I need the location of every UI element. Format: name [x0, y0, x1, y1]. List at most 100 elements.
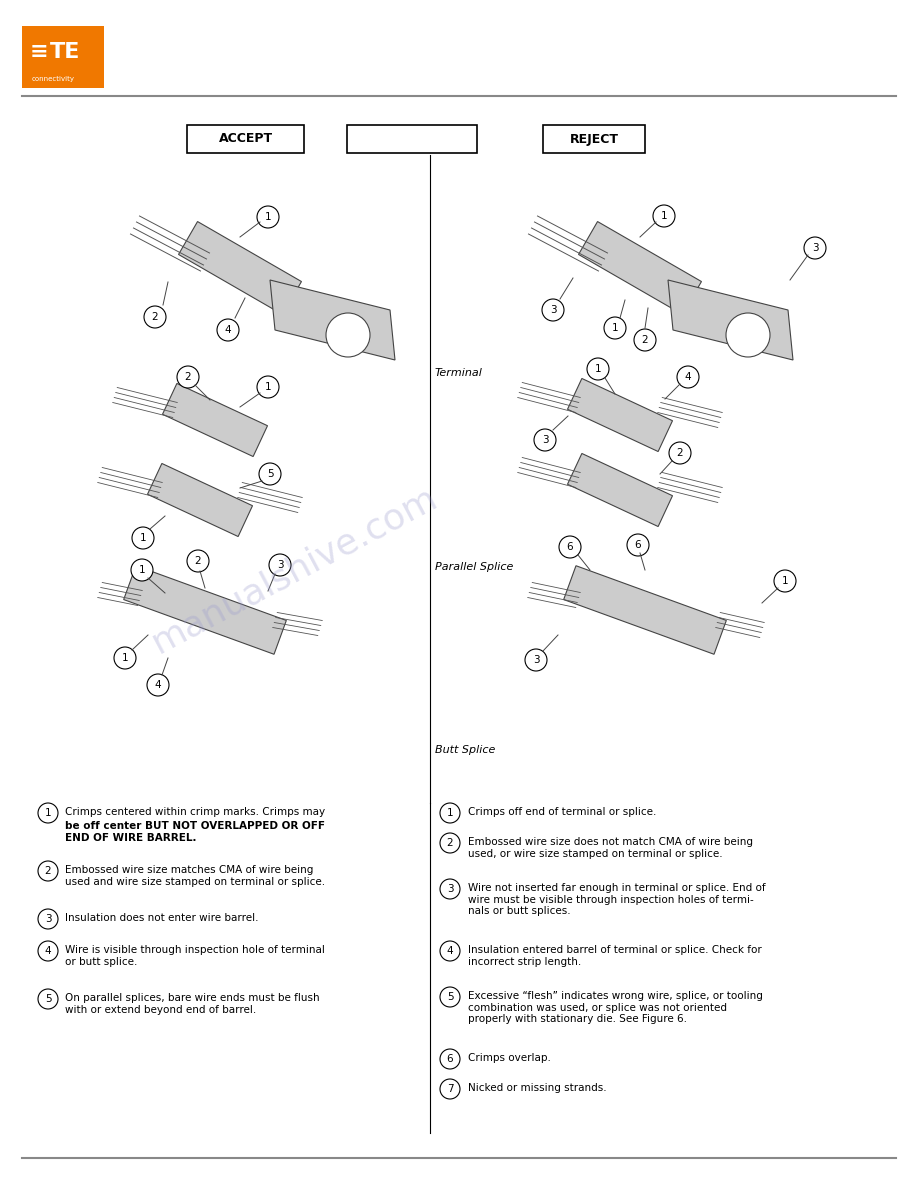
- Text: 6: 6: [447, 1054, 453, 1064]
- Text: Wire not inserted far enough in terminal or splice. End of
wire must be visible : Wire not inserted far enough in terminal…: [468, 883, 766, 916]
- Text: Crimps off end of terminal or splice.: Crimps off end of terminal or splice.: [468, 807, 656, 817]
- Text: 3: 3: [276, 560, 284, 570]
- Circle shape: [634, 329, 656, 350]
- Circle shape: [653, 206, 675, 227]
- Circle shape: [326, 312, 370, 358]
- Circle shape: [669, 442, 691, 465]
- Circle shape: [559, 536, 581, 558]
- Text: 3: 3: [550, 305, 556, 315]
- Polygon shape: [178, 221, 301, 315]
- Text: Nicked or missing strands.: Nicked or missing strands.: [468, 1083, 607, 1093]
- Circle shape: [587, 358, 609, 380]
- Text: 7: 7: [447, 1083, 453, 1094]
- Text: 3: 3: [45, 914, 51, 924]
- Circle shape: [217, 320, 239, 341]
- Circle shape: [440, 1049, 460, 1069]
- Text: Wire is visible through inspection hole of terminal
or butt splice.: Wire is visible through inspection hole …: [65, 944, 325, 967]
- Text: 1: 1: [782, 576, 789, 586]
- Circle shape: [147, 674, 169, 696]
- Polygon shape: [124, 565, 286, 655]
- Circle shape: [187, 550, 209, 571]
- Text: 2: 2: [642, 335, 648, 345]
- Text: 1: 1: [264, 383, 272, 392]
- Text: Crimps overlap.: Crimps overlap.: [468, 1053, 551, 1063]
- Polygon shape: [567, 379, 673, 451]
- Circle shape: [38, 803, 58, 823]
- Text: manualshive.com: manualshive.com: [146, 480, 443, 659]
- Text: Excessive “flesh” indicates wrong wire, splice, or tooling
combination was used,: Excessive “flesh” indicates wrong wire, …: [468, 991, 763, 1024]
- Text: 2: 2: [447, 838, 453, 848]
- Text: 4: 4: [225, 326, 231, 335]
- Text: 2: 2: [185, 372, 191, 383]
- Text: 4: 4: [45, 946, 51, 956]
- Circle shape: [257, 375, 279, 398]
- Polygon shape: [162, 384, 267, 456]
- Text: 5: 5: [45, 994, 51, 1004]
- FancyBboxPatch shape: [543, 125, 645, 153]
- Circle shape: [604, 317, 626, 339]
- Text: 1: 1: [611, 323, 619, 333]
- Text: 1: 1: [122, 653, 129, 663]
- Text: 2: 2: [195, 556, 201, 565]
- Text: Insulation entered barrel of terminal or splice. Check for
incorrect strip lengt: Insulation entered barrel of terminal or…: [468, 944, 762, 967]
- Text: 4: 4: [685, 372, 691, 383]
- Text: ACCEPT: ACCEPT: [218, 133, 273, 145]
- Circle shape: [534, 429, 556, 451]
- Text: 6: 6: [566, 542, 574, 552]
- Text: 1: 1: [595, 364, 601, 374]
- Polygon shape: [148, 463, 252, 537]
- Circle shape: [257, 206, 279, 228]
- Text: Embossed wire size matches CMA of wire being
used and wire size stamped on termi: Embossed wire size matches CMA of wire b…: [65, 865, 325, 886]
- Text: Crimps centered within crimp marks. Crimps may: Crimps centered within crimp marks. Crim…: [65, 807, 325, 817]
- Text: be off center BUT NOT OVERLAPPED OR OFF
END OF WIRE BARREL.: be off center BUT NOT OVERLAPPED OR OFF …: [65, 821, 325, 842]
- Text: 5: 5: [267, 469, 274, 479]
- Text: Parallel Splice: Parallel Splice: [435, 562, 513, 571]
- Text: 4: 4: [447, 946, 453, 956]
- Circle shape: [774, 570, 796, 592]
- Circle shape: [38, 988, 58, 1009]
- Text: 2: 2: [45, 866, 51, 876]
- Text: ≡: ≡: [30, 42, 49, 62]
- Polygon shape: [564, 565, 726, 655]
- Circle shape: [114, 647, 136, 669]
- Circle shape: [804, 236, 826, 259]
- Text: 1: 1: [447, 808, 453, 819]
- Circle shape: [144, 307, 166, 328]
- Text: 5: 5: [447, 992, 453, 1001]
- Text: Terminal: Terminal: [435, 368, 483, 378]
- Circle shape: [38, 909, 58, 929]
- FancyBboxPatch shape: [347, 125, 477, 153]
- Circle shape: [259, 463, 281, 485]
- Polygon shape: [578, 221, 701, 315]
- Text: 2: 2: [151, 312, 158, 322]
- Text: Insulation does not enter wire barrel.: Insulation does not enter wire barrel.: [65, 914, 259, 923]
- Text: Embossed wire size does not match CMA of wire being
used, or wire size stamped o: Embossed wire size does not match CMA of…: [468, 838, 753, 859]
- Text: 1: 1: [45, 808, 51, 819]
- Polygon shape: [668, 280, 793, 360]
- Circle shape: [131, 560, 153, 581]
- Text: TE: TE: [50, 42, 81, 62]
- Text: 3: 3: [812, 244, 818, 253]
- Text: 3: 3: [532, 655, 539, 665]
- Text: 1: 1: [139, 565, 145, 575]
- Text: Butt Splice: Butt Splice: [435, 745, 496, 756]
- Text: 1: 1: [140, 533, 146, 543]
- Text: 6: 6: [634, 541, 642, 550]
- Circle shape: [542, 299, 564, 321]
- Text: 2: 2: [677, 448, 683, 459]
- Circle shape: [269, 554, 291, 576]
- Polygon shape: [567, 454, 673, 526]
- Circle shape: [132, 527, 154, 549]
- Circle shape: [440, 803, 460, 823]
- Text: 3: 3: [447, 884, 453, 895]
- Text: 3: 3: [542, 435, 548, 446]
- Polygon shape: [270, 280, 395, 360]
- Text: connectivity: connectivity: [32, 76, 75, 82]
- Text: 1: 1: [264, 211, 272, 222]
- Circle shape: [440, 879, 460, 899]
- Circle shape: [726, 312, 770, 358]
- Circle shape: [525, 649, 547, 671]
- Circle shape: [677, 366, 699, 388]
- FancyBboxPatch shape: [187, 125, 304, 153]
- Circle shape: [627, 533, 649, 556]
